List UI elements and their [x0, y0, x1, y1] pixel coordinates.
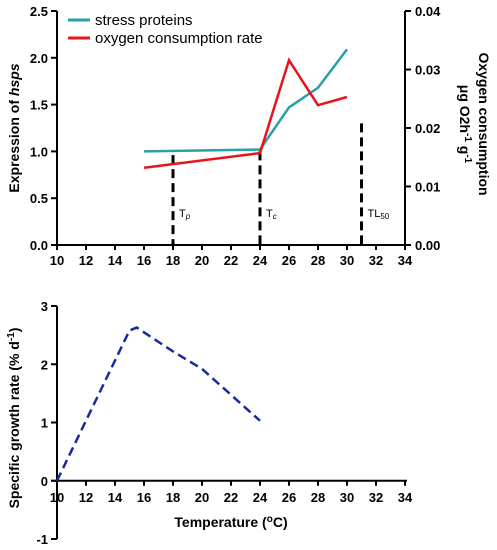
x-tick-label: 30	[340, 490, 354, 505]
x-tick-label: 10	[50, 490, 64, 505]
threshold-label: TL50	[368, 208, 390, 221]
y2-axis-title-line1: Oxygen consumption	[476, 52, 492, 195]
x-tick-label: 10	[50, 253, 64, 268]
y-tick-label: 1.0	[30, 144, 48, 159]
x-tick-label: 24	[253, 253, 268, 268]
x-tick-label: 26	[282, 490, 296, 505]
y-tick-label: 2.5	[30, 4, 48, 19]
x-tick-label: 20	[195, 490, 209, 505]
x-tick-label: 28	[311, 253, 325, 268]
y-tick-label: 0.5	[30, 191, 48, 206]
y2-tick-label: 0.04	[415, 4, 441, 19]
y2-axis-title-line2: μg O2h-1 g-1	[457, 85, 474, 164]
x-tick-label: 16	[137, 490, 151, 505]
y-tick-label: 3	[41, 299, 48, 314]
y-tick-label: 1	[41, 416, 48, 431]
x-tick-label: 20	[195, 253, 209, 268]
growth-series-line-0	[55, 326, 261, 482]
growth-rate-chart: 10 12 14 16 18 20 22 24 26 28 30 32 34-10123Temperat…	[6, 299, 413, 547]
y-tick-label: 1.5	[30, 98, 48, 113]
x-tick-label: 30	[340, 253, 354, 268]
y2-tick-label: 0.03	[415, 63, 440, 78]
x-tick-label: 28	[311, 490, 325, 505]
y-tick-label: 2	[41, 357, 48, 372]
threshold-label: Tc	[266, 208, 277, 221]
x-tick-label: 12	[79, 253, 93, 268]
x-tick-label: 18	[166, 490, 180, 505]
x-tick-label: 18	[166, 253, 180, 268]
x-tick-label: 32	[369, 490, 383, 505]
series-line-1	[143, 57, 348, 170]
x-tick-label: 14	[108, 253, 123, 268]
x-tick-label: 24	[253, 490, 268, 505]
y-tick-label: -1	[36, 532, 48, 547]
x-tick-label: 34	[398, 490, 413, 505]
series-line-0	[143, 48, 348, 153]
y-axis-title: Specific growth rate (% d-1)	[6, 328, 23, 509]
y-tick-label: 0.0	[30, 238, 48, 253]
y-tick-label: 2.0	[30, 51, 48, 66]
threshold-label: Tp	[179, 208, 191, 221]
x-tick-label: 26	[282, 253, 296, 268]
legend-label: stress proteins	[95, 12, 193, 29]
y2-tick-label: 0.01	[415, 180, 440, 195]
x-tick-label: 34	[398, 253, 413, 268]
x-tick-label: 22	[224, 490, 238, 505]
x-tick-label: 16	[137, 253, 151, 268]
legend-label: oxygen consumption rate	[95, 30, 263, 47]
x-tick-label: 22	[224, 253, 238, 268]
hsp-oxygen-chart: 10 12 14 16 18 20 22 24 26 28 30 32 34 0.0 0.5 1.0 1.5 2.…	[6, 4, 492, 268]
x-axis-title: Temperature (oC)	[174, 514, 287, 531]
y2-tick-label: 0.02	[415, 121, 440, 136]
x-tick-label: 32	[369, 253, 383, 268]
y-tick-label: 0	[41, 474, 48, 489]
x-tick-label: 12	[79, 490, 93, 505]
y-axis-title: Expression of hsps	[6, 63, 22, 192]
y2-tick-label: 0.00	[415, 238, 440, 253]
x-tick-label: 14	[108, 490, 123, 505]
